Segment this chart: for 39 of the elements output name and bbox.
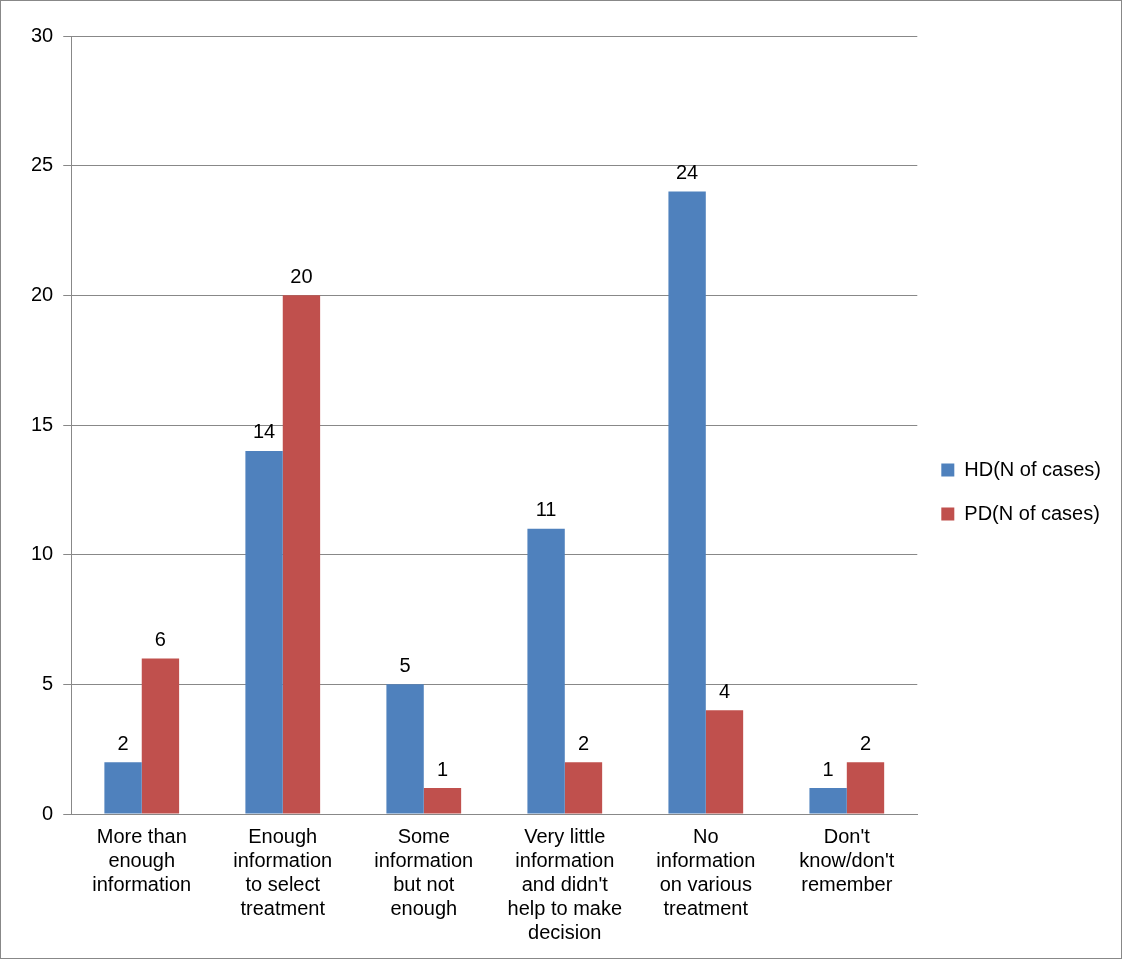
- bar: [564, 762, 603, 814]
- data-label: 2: [117, 731, 129, 754]
- data-label: 20: [290, 264, 313, 287]
- data-label: 6: [154, 627, 166, 650]
- x-tick-label: No information on various treatment: [656, 824, 756, 919]
- bar: [705, 710, 744, 814]
- data-label: 4: [718, 679, 731, 702]
- y-tick-label: 10: [31, 542, 54, 565]
- data-label: 11: [535, 498, 557, 521]
- x-tick-label: More than enough information: [92, 824, 192, 895]
- data-label: 1: [436, 757, 449, 780]
- y-tick-label: 30: [31, 23, 54, 46]
- y-tick-label: 25: [31, 153, 54, 176]
- data-label: 5: [399, 653, 411, 676]
- bar: [423, 788, 462, 814]
- bar: [846, 762, 885, 814]
- bar: [809, 788, 847, 814]
- x-tick-label: Some information but not enough: [374, 824, 474, 919]
- y-tick-label: 5: [42, 671, 54, 694]
- data-label: 24: [675, 161, 699, 184]
- data-label: 14: [252, 420, 276, 443]
- x-tick-label: Very little information and didn't help to make decision: [507, 824, 623, 943]
- bar: [245, 450, 283, 814]
- bar: [104, 762, 142, 814]
- data-label: 1: [822, 757, 834, 780]
- legend-label: PD(N of cases): [964, 501, 1100, 524]
- bar: [141, 658, 180, 814]
- bar: [386, 684, 424, 814]
- y-tick-label: 20: [31, 282, 54, 305]
- y-tick-label: 15: [31, 412, 54, 435]
- bar: [282, 295, 321, 814]
- x-tick-label: Enough information to select treatment: [233, 824, 333, 919]
- bar: [527, 528, 565, 814]
- data-label: 2: [577, 731, 590, 754]
- y-tick-label: 0: [42, 801, 54, 824]
- bar: [668, 191, 706, 814]
- x-tick-label: Don't know/don't remember: [799, 824, 895, 895]
- legend-label: HD(N of cases): [964, 457, 1102, 480]
- data-label: 2: [859, 731, 872, 754]
